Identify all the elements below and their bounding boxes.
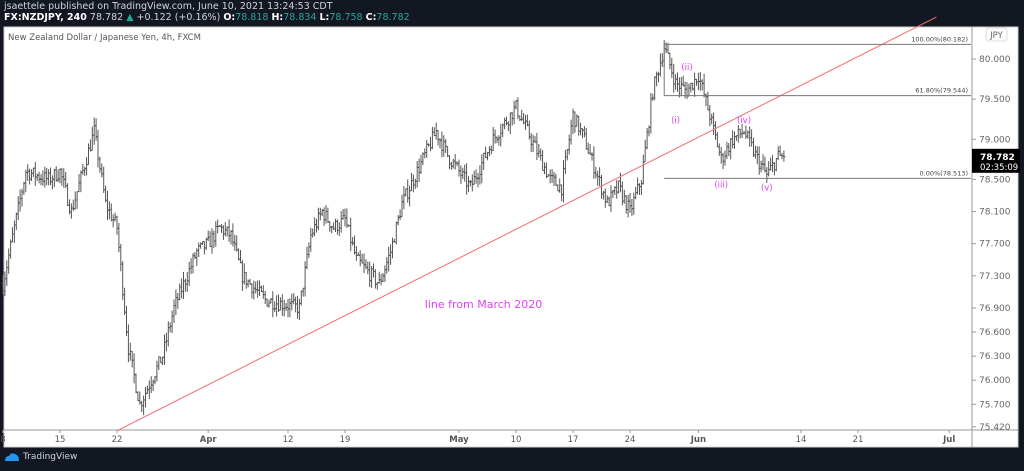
triangle-up-icon: ▲ <box>126 12 134 23</box>
change: +0.122 (+0.16%) <box>136 12 221 23</box>
x-tick-label: Apr <box>200 435 218 445</box>
low-label: L: <box>319 12 330 23</box>
y-tick-label: 79.500 <box>979 95 1011 105</box>
brand[interactable]: TradingView <box>23 452 78 462</box>
open-value: 78.818 <box>235 12 269 23</box>
y-tick-label: 75.420 <box>979 423 1011 433</box>
chart-title: New Zealand Dollar / Japanese Yen, 4h, F… <box>8 33 201 43</box>
y-tick-label: 75.700 <box>979 400 1011 410</box>
x-tick-label: Jul <box>942 435 955 445</box>
trendline-label: line from March 2020 <box>425 298 542 311</box>
symbol: FX:NZDJPY, 240 <box>4 12 87 23</box>
y-tick-label: 78.100 <box>979 208 1011 218</box>
bar-countdown: 02:35:09 <box>980 163 1018 173</box>
x-tick-label: Jun <box>690 435 706 445</box>
published-text: published on TradingView.com, June 10, 2… <box>48 1 333 12</box>
x-tick-label: 12 <box>283 435 294 445</box>
trendline <box>116 16 937 432</box>
y-tick-label: 76.600 <box>979 328 1011 338</box>
ohlc-bars <box>1 40 786 416</box>
fib-level-label: 0.00%(78.513) <box>920 169 968 177</box>
currency-button[interactable] <box>985 27 1008 42</box>
open-label: O: <box>223 12 236 23</box>
last-price: 78.782 <box>89 12 124 23</box>
x-tick-label: 21 <box>853 435 864 445</box>
wave-label: (iv) <box>737 116 751 126</box>
close-value: 78.782 <box>376 12 410 23</box>
y-tick-label: 80.000 <box>979 55 1011 65</box>
y-tick-label: 76.300 <box>979 352 1011 362</box>
close-label: C: <box>365 12 377 23</box>
x-tick-label: May <box>449 435 469 445</box>
last-price-value: 78.782 <box>980 153 1015 163</box>
publish-info: jsaettele published on TradingView.com, … <box>4 1 333 12</box>
y-tick-label: 79.000 <box>979 135 1011 145</box>
tradingview-cloud-logo <box>5 453 19 461</box>
footer: TradingView <box>4 452 77 462</box>
chart-panel <box>3 26 1019 448</box>
x-tick-label: 19 <box>340 435 351 445</box>
author[interactable]: jsaettele <box>4 1 46 12</box>
low-value: 78.758 <box>329 12 363 23</box>
fib-level-label: 61.80%(79.544) <box>915 87 968 95</box>
y-tick-label: 78.500 <box>979 175 1011 185</box>
wave-label: (iii) <box>714 180 728 190</box>
x-tick-label: 17 <box>568 435 579 445</box>
high-value: 78.834 <box>283 12 317 23</box>
y-tick-label: 76.000 <box>979 376 1011 386</box>
x-tick-label: 8 <box>0 435 5 445</box>
fib-level-label: 100.00%(80.182) <box>911 35 968 43</box>
symbol-info: FX:NZDJPY, 240 78.782 ▲ +0.122 (+0.16%) … <box>4 12 410 23</box>
wave-label: (ii) <box>681 63 692 73</box>
last-price-tag <box>972 148 1020 173</box>
x-tick-label: 14 <box>796 435 807 445</box>
x-tick-label: 10 <box>511 435 522 445</box>
x-tick-label: 22 <box>112 435 123 445</box>
y-tick-label: 77.300 <box>979 272 1011 282</box>
y-tick-label: 76.900 <box>979 304 1011 314</box>
high-label: H: <box>271 12 284 23</box>
currency-label: JPY <box>989 31 1003 41</box>
wave-label: (i) <box>671 116 680 126</box>
x-tick-label: 24 <box>625 435 636 445</box>
wave-label: (v) <box>761 184 773 194</box>
y-tick-label: 77.700 <box>979 240 1011 250</box>
x-tick-label: 15 <box>55 435 66 445</box>
